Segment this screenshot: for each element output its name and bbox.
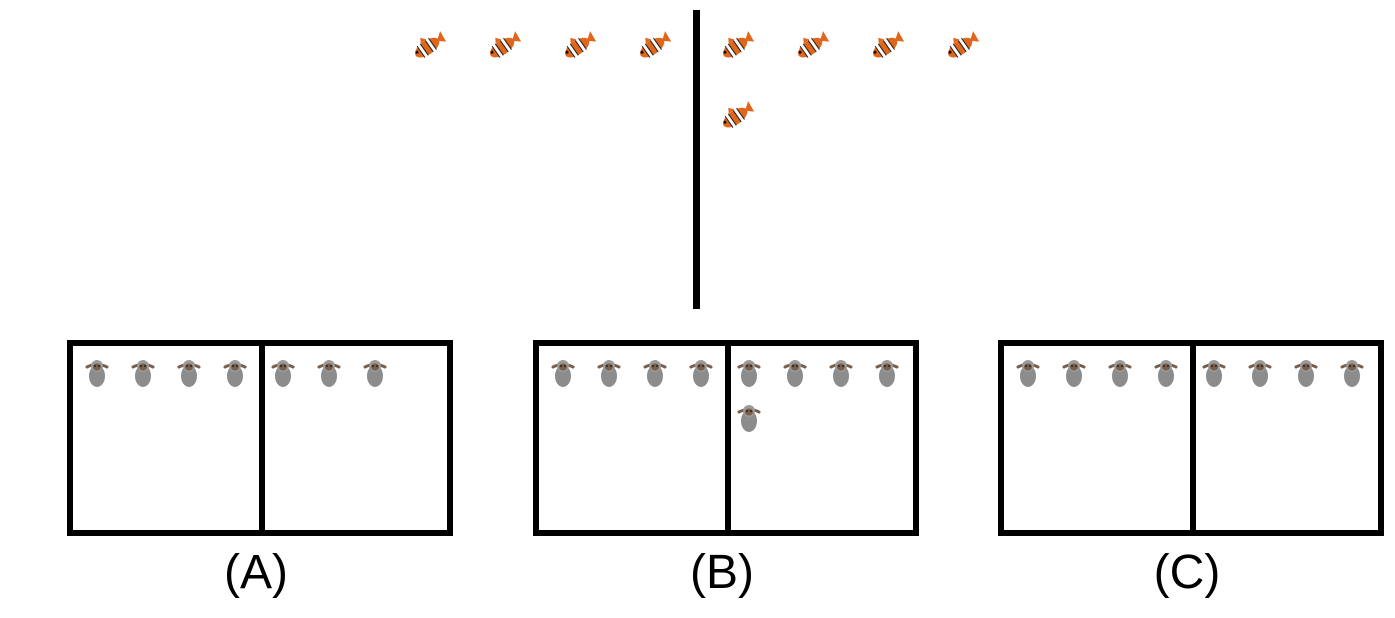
option-b-label: (B): [690, 546, 754, 599]
sloth-icon: [1154, 356, 1178, 388]
sloth-icon: [271, 356, 295, 388]
sloth-icon: [1108, 356, 1132, 388]
sloth-icon: [363, 356, 387, 388]
clownfish-icon: [408, 30, 448, 64]
clownfish-icon: [716, 100, 756, 134]
sloth-icon: [1340, 356, 1364, 388]
sloth-icon: [85, 356, 109, 388]
sloth-icon: [875, 356, 899, 388]
sloth-icon: [1202, 356, 1226, 388]
sloth-icon: [737, 356, 761, 388]
sloth-icon: [689, 356, 713, 388]
sloth-icon: [597, 356, 621, 388]
sloth-icon: [1062, 356, 1086, 388]
option-c-label: (C): [1153, 546, 1221, 599]
clownfish-icon: [791, 30, 831, 64]
sloth-icon: [829, 356, 853, 388]
sloth-icon: [177, 356, 201, 388]
option-b-divider: [725, 346, 731, 530]
option-a-panel: [67, 340, 453, 536]
sloth-icon: [223, 356, 247, 388]
sloth-icon: [551, 356, 575, 388]
option-a-divider: [259, 346, 265, 530]
clownfish-icon: [866, 30, 906, 64]
sloth-icon: [783, 356, 807, 388]
sloth-icon: [1294, 356, 1318, 388]
sloth-icon: [131, 356, 155, 388]
option-c-panel: [998, 340, 1384, 536]
option-b-panel: [533, 340, 919, 536]
clownfish-icon: [716, 30, 756, 64]
sloth-icon: [1016, 356, 1040, 388]
clownfish-icon: [558, 30, 598, 64]
option-a-label: (A): [224, 546, 288, 599]
clownfish-icon: [941, 30, 981, 64]
sloth-icon: [1248, 356, 1272, 388]
sloth-icon: [643, 356, 667, 388]
top-divider-line: [693, 10, 700, 309]
sloth-icon: [737, 401, 761, 433]
clownfish-icon: [633, 30, 673, 64]
clownfish-icon: [483, 30, 523, 64]
sloth-icon: [317, 356, 341, 388]
option-c-divider: [1190, 346, 1196, 530]
